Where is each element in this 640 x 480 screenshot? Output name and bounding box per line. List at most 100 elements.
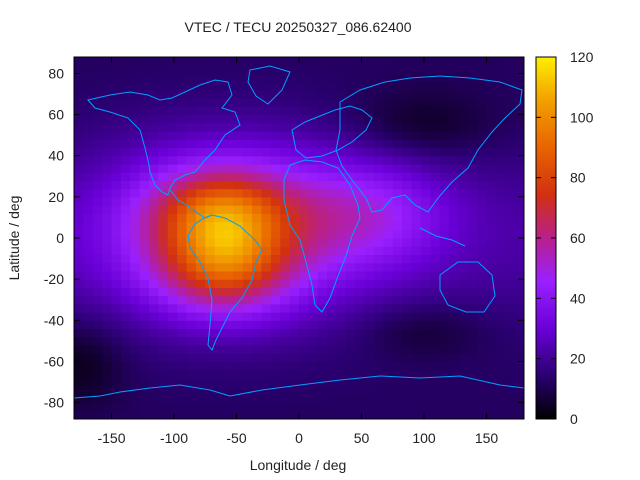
heatmap-cell (177, 328, 188, 338)
heatmap-cell (177, 229, 188, 239)
heatmap-cell (102, 295, 113, 305)
heatmap-cell (345, 336, 356, 346)
heatmap-cell (111, 410, 122, 419)
heatmap-cell (158, 262, 169, 272)
heatmap-cell (411, 89, 422, 99)
heatmap-cell (289, 114, 300, 124)
heatmap-cell (242, 361, 253, 371)
heatmap-cell (252, 205, 263, 214)
heatmap-cell (467, 279, 478, 288)
heatmap-cell (92, 238, 103, 247)
heatmap-cell (280, 369, 291, 379)
heatmap-cell (402, 122, 413, 132)
heatmap-cell (505, 114, 516, 124)
heatmap-cell (449, 155, 459, 165)
heatmap-cell (195, 295, 206, 305)
heatmap-cell (214, 213, 225, 223)
heatmap-cell (458, 139, 469, 149)
heatmap-cell (495, 205, 506, 214)
heatmap-cell (167, 221, 178, 231)
heatmap-cell (186, 303, 197, 313)
heatmap-cell (139, 163, 150, 173)
heatmap-cell (177, 303, 188, 313)
heatmap-cell (420, 229, 431, 239)
heatmap-cell (280, 221, 291, 231)
heatmap-cell (505, 328, 516, 338)
heatmap-cell (242, 65, 253, 75)
heatmap-cell (224, 65, 234, 75)
heatmap-cell (261, 188, 272, 198)
heatmap-cell (120, 336, 131, 346)
heatmap-cell (308, 344, 319, 354)
heatmap-cell (74, 65, 84, 75)
heatmap-cell (392, 98, 403, 107)
heatmap-cell (270, 254, 281, 264)
heatmap-cell (327, 295, 338, 305)
heatmap-cell (111, 262, 122, 272)
heatmap-cell (261, 57, 272, 66)
heatmap-cell (477, 320, 488, 330)
heatmap-cell (477, 196, 488, 206)
heatmap-cell (364, 295, 375, 305)
heatmap-cell (242, 81, 253, 91)
heatmap-cell (430, 369, 441, 379)
heatmap-cell (477, 155, 488, 165)
heatmap-cell (505, 221, 516, 231)
heatmap-cell (252, 180, 263, 190)
heatmap-cell (92, 270, 103, 280)
heatmap-cell (74, 270, 84, 280)
heatmap-cell (120, 402, 131, 412)
heatmap-cell (317, 73, 328, 83)
heatmap-cell (514, 106, 524, 116)
heatmap-cell (139, 238, 150, 247)
heatmap-cell (102, 344, 113, 354)
heatmap-cell (102, 205, 113, 214)
heatmap-cell (102, 410, 113, 419)
heatmap-cell (233, 89, 244, 99)
heatmap-cell (336, 57, 347, 66)
heatmap-cell (270, 106, 281, 116)
heatmap-cell (477, 131, 488, 140)
heatmap-cell (289, 163, 300, 173)
heatmap-cell (111, 163, 122, 173)
heatmap-cell (289, 147, 300, 157)
heatmap-cell (299, 303, 309, 313)
heatmap-cell (458, 221, 469, 231)
heatmap-cell (177, 254, 188, 264)
heatmap-cell (139, 377, 150, 387)
heatmap-cell (195, 213, 206, 223)
heatmap-cell (280, 361, 291, 371)
heatmap-cell (364, 377, 375, 387)
heatmap-cell (477, 344, 488, 354)
heatmap-cell (214, 114, 225, 124)
heatmap-cell (83, 270, 94, 280)
heatmap-cell (317, 369, 328, 379)
heatmap-cell (111, 369, 122, 379)
heatmap-cell (139, 114, 150, 124)
heatmap-cell (102, 81, 113, 91)
heatmap-cell (430, 155, 441, 165)
heatmap-cell (505, 229, 516, 239)
heatmap-cell (74, 106, 84, 116)
heatmap-cell (411, 279, 422, 288)
heatmap-cell (224, 361, 234, 371)
heatmap-cell (242, 295, 253, 305)
heatmap-cell (177, 295, 188, 305)
heatmap-cell (214, 229, 225, 239)
heatmap-cell (458, 98, 469, 107)
heatmap-cell (308, 246, 319, 256)
heatmap-cell (308, 139, 319, 149)
heatmap-cell (439, 65, 450, 75)
heatmap-cell (355, 65, 366, 75)
heatmap-cell (177, 106, 188, 116)
heatmap-cell (214, 303, 225, 313)
heatmap-cell (158, 122, 169, 132)
heatmap-cell (430, 402, 441, 412)
heatmap-cell (402, 229, 413, 239)
heatmap-cell (439, 147, 450, 157)
heatmap-cell (392, 163, 403, 173)
heatmap-cell (514, 320, 524, 330)
heatmap-cell (411, 287, 422, 297)
heatmap-cell (364, 254, 375, 264)
heatmap-cell (186, 114, 197, 124)
